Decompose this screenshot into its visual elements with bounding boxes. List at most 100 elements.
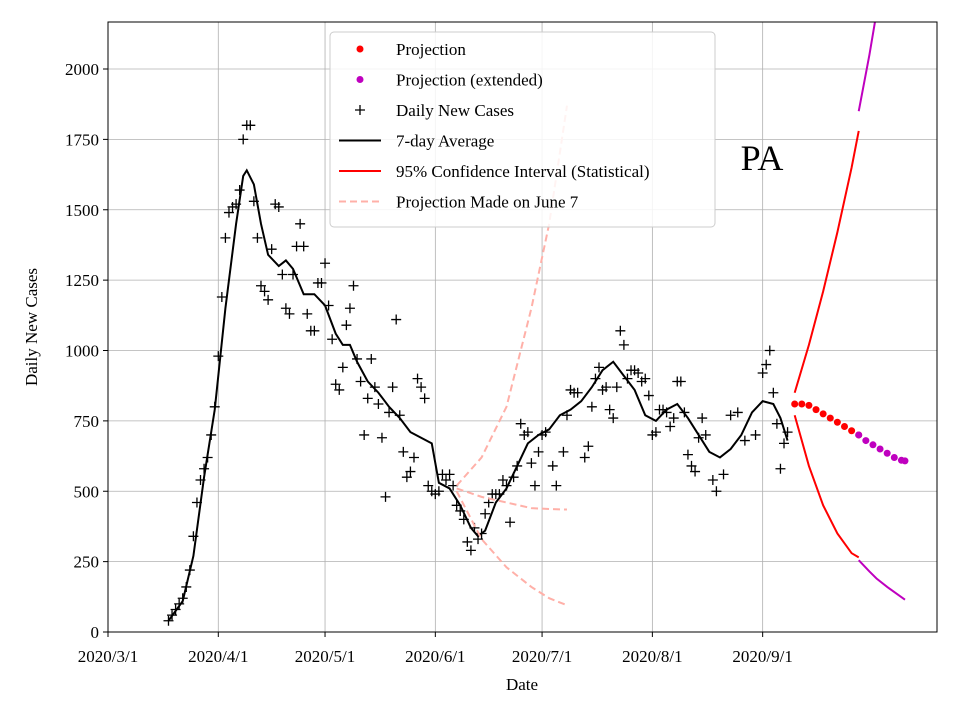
case-marker xyxy=(668,413,679,424)
projection-point xyxy=(883,449,891,457)
case-marker xyxy=(405,466,416,477)
case-marker xyxy=(686,460,697,471)
case-marker xyxy=(465,545,476,556)
y-tick-label: 0 xyxy=(91,623,100,642)
case-marker xyxy=(739,435,750,446)
case-marker xyxy=(213,351,224,362)
case-marker xyxy=(707,474,718,485)
case-marker xyxy=(480,508,491,519)
y-tick-label: 1750 xyxy=(65,130,99,149)
y-tick-label: 1500 xyxy=(65,201,99,220)
case-marker xyxy=(341,320,352,331)
interval-lower xyxy=(455,490,568,607)
projection-point xyxy=(855,431,863,439)
case-marker xyxy=(690,466,701,477)
case-marker xyxy=(255,280,266,291)
case-marker xyxy=(547,460,558,471)
case-marker xyxy=(618,339,629,350)
case-marker xyxy=(505,517,516,528)
case-marker xyxy=(779,438,790,449)
case-marker xyxy=(316,277,327,288)
case-marker xyxy=(419,393,430,404)
case-marker xyxy=(497,474,508,485)
case-marker xyxy=(259,286,270,297)
case-marker xyxy=(216,292,227,303)
case-marker xyxy=(245,120,256,131)
case-marker xyxy=(604,404,615,415)
case-marker xyxy=(380,491,391,502)
case-marker xyxy=(412,373,423,384)
x-tick-label: 2020/3/1 xyxy=(78,647,138,666)
case-marker xyxy=(526,458,537,469)
interval-upper xyxy=(857,22,876,112)
legend-label: 7-day Average xyxy=(396,132,494,151)
legend-marker xyxy=(356,76,364,83)
case-marker xyxy=(284,308,295,319)
case-marker xyxy=(757,368,768,379)
projection-point xyxy=(848,427,856,435)
case-marker xyxy=(398,446,409,457)
case-marker xyxy=(355,376,366,387)
case-marker xyxy=(558,446,569,457)
case-marker xyxy=(601,382,612,393)
case-marker xyxy=(266,244,277,255)
case-marker xyxy=(280,303,291,314)
case-marker xyxy=(700,429,711,440)
case-marker xyxy=(732,407,743,418)
case-marker xyxy=(750,429,761,440)
case-marker xyxy=(725,410,736,421)
case-marker xyxy=(423,480,434,491)
interval-upper xyxy=(793,130,860,394)
case-marker xyxy=(675,376,686,387)
case-marker xyxy=(448,480,459,491)
case-marker xyxy=(615,325,626,336)
case-marker xyxy=(761,359,772,370)
case-marker xyxy=(462,536,473,547)
case-marker xyxy=(366,353,377,364)
x-axis-label: Date xyxy=(506,675,538,694)
case-marker xyxy=(327,334,338,345)
case-marker xyxy=(359,429,370,440)
case-marker xyxy=(223,207,234,218)
case-marker xyxy=(309,325,320,336)
x-tick-label: 2020/6/1 xyxy=(405,647,465,666)
case-marker xyxy=(433,486,444,497)
legend-label: Projection xyxy=(396,40,466,59)
case-marker xyxy=(384,407,395,418)
case-marker xyxy=(771,418,782,429)
projection-point xyxy=(805,401,813,409)
case-marker xyxy=(768,387,779,398)
case-marker xyxy=(533,446,544,457)
case-marker xyxy=(608,413,619,424)
y-tick-label: 1250 xyxy=(65,271,99,290)
projection-point xyxy=(791,400,799,408)
legend-label: Daily New Cases xyxy=(396,101,514,120)
case-marker xyxy=(220,232,231,243)
case-marker xyxy=(387,382,398,393)
case-marker xyxy=(391,314,402,325)
case-marker xyxy=(586,401,597,412)
y-axis-label: Daily New Cases xyxy=(22,268,41,386)
case-marker xyxy=(650,427,661,438)
legend-marker xyxy=(355,105,365,115)
legend-marker xyxy=(356,45,364,53)
case-marker xyxy=(401,472,412,483)
axes: 0 250 500 750 1000 1250 1500 1750 2000 2020/3/1 20… xyxy=(65,60,793,666)
projection-point xyxy=(862,437,870,445)
series-line xyxy=(167,168,789,622)
legend-label: 95% Confidence Interval (Statistical) xyxy=(396,162,650,181)
case-marker xyxy=(572,387,583,398)
case-marker xyxy=(416,382,427,393)
case-marker xyxy=(277,269,288,280)
y-tick-label: 750 xyxy=(74,412,100,431)
projection-point xyxy=(901,457,909,465)
case-marker xyxy=(273,201,284,212)
case-marker xyxy=(295,218,306,229)
x-tick-label: 2020/5/1 xyxy=(295,647,355,666)
plot-area xyxy=(163,22,909,626)
case-marker xyxy=(320,258,331,269)
case-marker xyxy=(337,362,348,373)
projection-point xyxy=(869,441,877,449)
case-marker xyxy=(593,362,604,373)
